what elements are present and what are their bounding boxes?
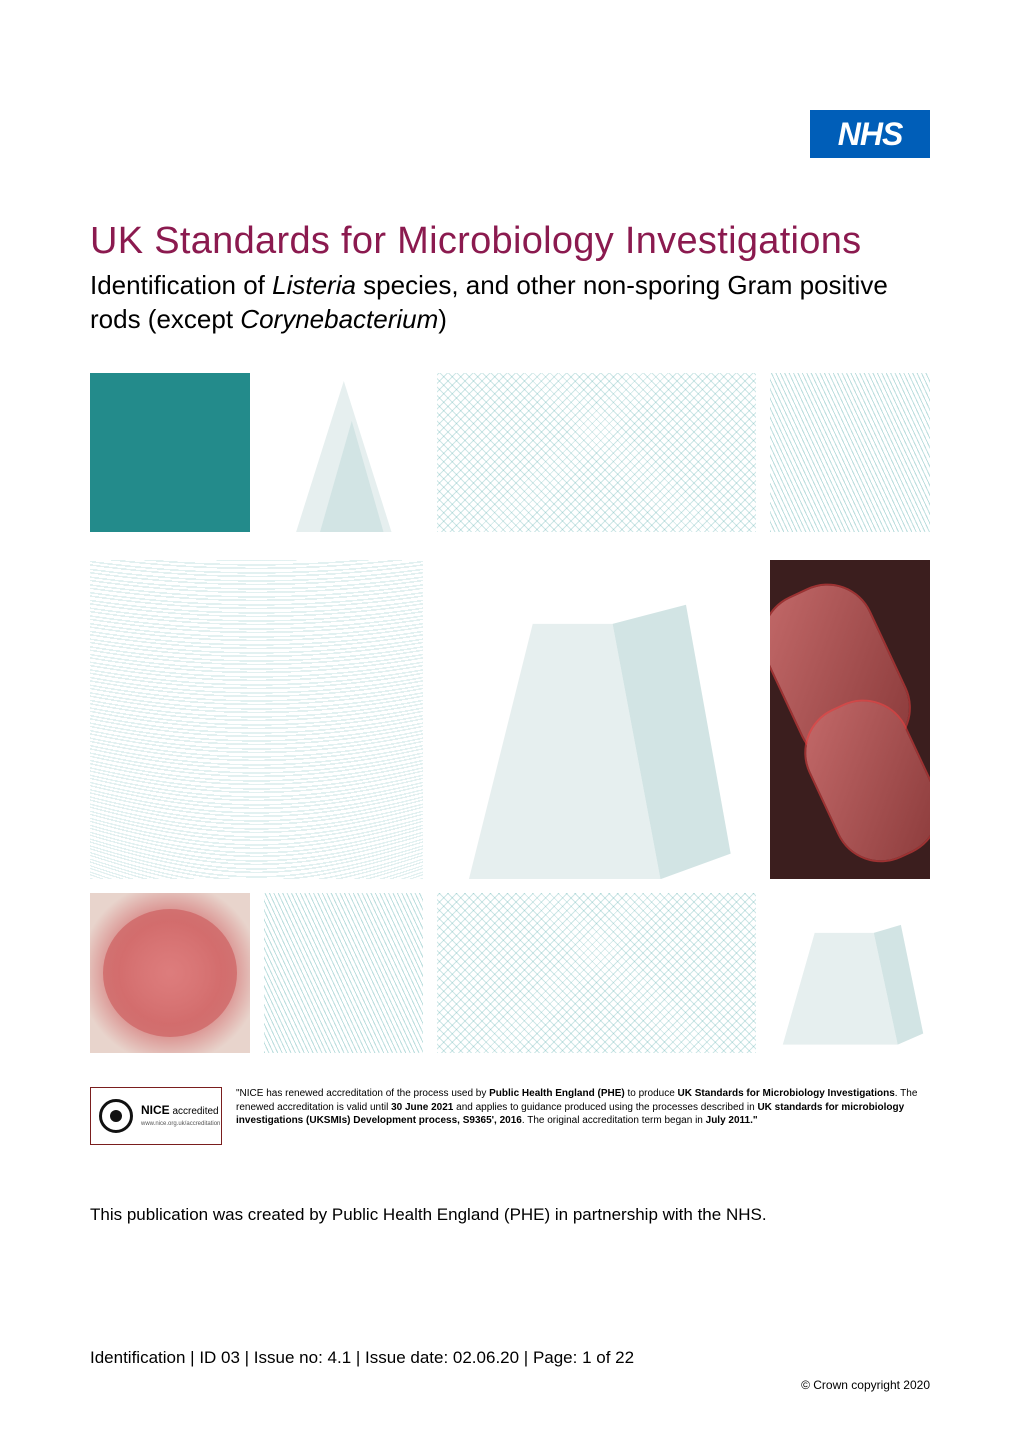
accred-part: . The original accreditation term began … (522, 1115, 706, 1126)
subtitle: Identification of Listeria species, and … (90, 269, 930, 337)
subtitle-part: Identification of (90, 270, 272, 300)
accred-part: "NICE has renewed accreditation of the p… (236, 1088, 489, 1099)
accred-bold: UK Standards for Microbiology Investigat… (678, 1088, 895, 1099)
grid-cell-bacteria (770, 560, 930, 879)
subtitle-italic: Corynebacterium (240, 304, 438, 334)
partnership-statement: This publication was created by Public H… (90, 1205, 930, 1225)
nice-badge-icon (99, 1099, 133, 1133)
grid-cell (264, 893, 424, 1053)
accred-bold: 30 June 2021 (391, 1102, 453, 1113)
accreditation-row: NICE accredited www.nice.org.uk/accredit… (90, 1087, 930, 1145)
grid-cell (437, 373, 756, 533)
copyright-line: © Crown copyright 2020 (90, 1378, 930, 1392)
grid-cell (90, 373, 250, 533)
accred-bold: July 2011." (706, 1115, 758, 1126)
nice-brand: NICE (141, 1103, 170, 1117)
grid-cell (90, 560, 423, 879)
grid-cell (437, 893, 756, 1053)
page-footer: Identification | ID 03 | Issue no: 4.1 |… (90, 1348, 930, 1392)
nice-url: www.nice.org.uk/accreditation (141, 1121, 220, 1127)
accred-part: to produce (625, 1088, 678, 1099)
accreditation-text: "NICE has renewed accreditation of the p… (236, 1087, 930, 1128)
nhs-logo-text: NHS (838, 116, 903, 153)
grid-cell (437, 560, 756, 879)
accred-bold: Public Health England (PHE) (489, 1088, 625, 1099)
accred-part: and applies to guidance produced using t… (453, 1102, 757, 1113)
nice-word: accredited (172, 1106, 218, 1117)
grid-cell (770, 373, 930, 533)
nice-badge-text: NICE accredited www.nice.org.uk/accredit… (141, 1104, 220, 1128)
subtitle-part: ) (438, 304, 447, 334)
title-block: UK Standards for Microbiology Investigat… (90, 220, 930, 337)
grid-cell (770, 893, 930, 1053)
grid-cell-micrograph (90, 893, 250, 1053)
grid-cell (264, 373, 424, 533)
subtitle-italic: Listeria (272, 270, 356, 300)
main-title: UK Standards for Microbiology Investigat… (90, 220, 930, 263)
footer-identification-line: Identification | ID 03 | Issue no: 4.1 |… (90, 1348, 930, 1368)
nhs-logo: NHS (810, 110, 930, 158)
decorative-grid (90, 373, 930, 1053)
nice-accredited-badge: NICE accredited www.nice.org.uk/accredit… (90, 1087, 222, 1145)
document-page: NHS UK Standards for Microbiology Invest… (0, 0, 1020, 1442)
